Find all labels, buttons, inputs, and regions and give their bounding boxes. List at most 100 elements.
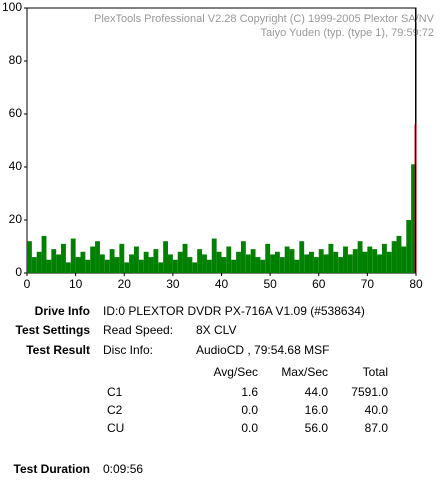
bar [236,251,241,273]
bar [168,254,173,273]
bar [386,251,392,273]
bar [206,259,212,273]
bar [240,241,246,273]
bar [362,251,368,273]
bar [41,235,47,273]
bar [182,243,188,273]
x-tick-label: 10 [69,277,83,291]
table-cell: 7591.0 [351,385,388,399]
bar [304,254,310,273]
bar [138,259,144,273]
bar [231,259,237,273]
bar [391,241,397,273]
bar [158,262,164,273]
field-label: Test Settings [16,323,91,337]
bar [313,257,319,273]
bar [328,243,334,273]
bar [197,249,203,273]
bar [255,257,261,273]
bar [352,249,358,273]
field-value: 8X CLV [196,323,236,337]
field-label: Test Result [26,343,90,357]
table-cell: 56.0 [305,421,329,435]
bar [265,243,271,273]
bar [177,251,183,273]
table-cell: 16.0 [305,403,329,417]
x-tick-label: 60 [312,277,326,291]
bar [109,249,115,273]
bar [289,249,295,273]
bar [143,251,149,273]
y-tick-label: 20 [9,212,23,226]
bar [36,251,42,273]
table-header: Max/Sec [281,365,328,379]
y-tick-label: 0 [15,265,22,279]
bar [270,254,275,273]
x-tick-label: 0 [24,277,31,291]
bar [75,257,81,273]
field-label: Test Duration [14,462,90,476]
y-tick-label: 100 [2,0,22,14]
x-tick-label: 80 [409,277,423,291]
bar [260,259,266,273]
bar [90,246,96,273]
bar [294,259,300,273]
bar [401,246,407,273]
bar [381,243,387,273]
bar [129,254,134,273]
bar [114,257,120,273]
x-tick-label: 50 [263,277,277,291]
bar [187,257,193,273]
table-row-label: C1 [107,385,123,399]
y-tick-label: 40 [9,159,23,173]
bar [299,241,305,273]
bar [245,254,251,273]
bar [250,249,256,273]
bar [172,259,178,273]
bar [61,243,66,273]
table-cell: 44.0 [305,385,329,399]
bar [347,254,353,273]
bar [216,251,222,273]
field-value: AudioCD , 79:54.68 MSF [196,343,329,357]
table-cell: 0.0 [241,403,258,417]
bar [202,254,207,273]
bar [396,235,402,273]
field-value: 0:09:56 [103,462,143,476]
table-header: Avg/Sec [214,365,258,379]
x-tick-label: 30 [166,277,180,291]
bar [279,257,285,273]
table-header: Total [363,365,388,379]
field-key: Disc Info: [103,343,153,357]
bar [406,220,412,273]
bar [221,257,227,273]
bar [367,246,373,273]
bar [411,164,416,273]
bar [99,254,105,273]
bar [85,259,91,273]
table-cell: 40.0 [365,403,389,417]
field-value: ID:0 PLEXTOR DVDR PX-716A V1.09 (#538634… [103,304,365,318]
bar [226,246,232,273]
bar [318,249,324,273]
bar [357,241,363,273]
table-cell: 87.0 [365,421,389,435]
x-tick-label: 70 [361,277,375,291]
bar [124,262,130,273]
bar [333,251,339,273]
bar [31,257,37,273]
bar [163,241,169,273]
bar [323,254,329,273]
field-label: Drive Info [35,304,90,318]
bar [274,251,280,273]
bar [133,246,139,273]
header-line: PlexTools Professional V2.28 Copyright (… [94,13,435,25]
y-tick-label: 60 [9,106,23,120]
bar [148,257,154,273]
bar [46,259,52,273]
table-cell: 0.0 [241,421,258,435]
bar [104,259,110,273]
bar [192,262,198,273]
bar [284,246,290,273]
